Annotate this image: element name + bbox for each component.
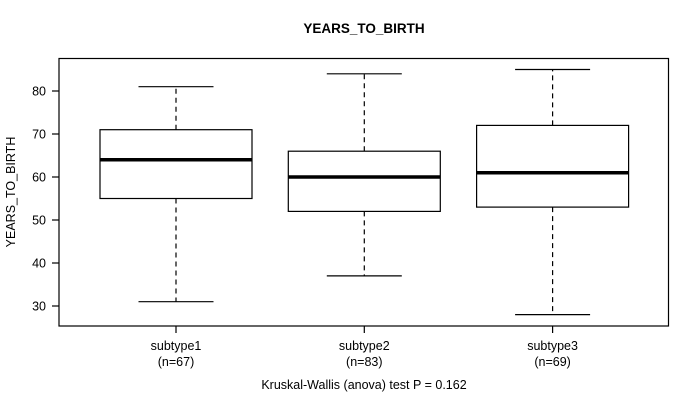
x-category-sublabel: (n=67): [158, 355, 194, 369]
y-tick-label: 70: [32, 128, 46, 142]
y-tick-label: 30: [32, 300, 46, 314]
stat-test-caption: Kruskal-Wallis (anova) test P = 0.162: [261, 378, 466, 392]
y-tick-label: 50: [32, 214, 46, 228]
y-axis-label: YEARS_TO_BIRTH: [4, 137, 18, 248]
plot-area: 30 40 50 60 70 80 subtype1 (n=67) subtype2 (n=83)…: [32, 57, 670, 369]
x-category-sublabel: (n=83): [346, 355, 382, 369]
y-tick-label: 80: [32, 85, 46, 99]
x-category-label: subtype3: [527, 339, 578, 353]
box-subtype3: [476, 124, 630, 208]
box-subtype2: [287, 150, 441, 212]
chart-title: YEARS_TO_BIRTH: [303, 21, 424, 36]
x-category-label: subtype1: [151, 339, 202, 353]
x-category-sublabel: (n=69): [534, 355, 570, 369]
y-tick-label: 60: [32, 171, 46, 185]
x-category-label: subtype2: [339, 339, 390, 353]
y-tick-label: 40: [32, 257, 46, 271]
box-subtype1: [99, 129, 253, 200]
